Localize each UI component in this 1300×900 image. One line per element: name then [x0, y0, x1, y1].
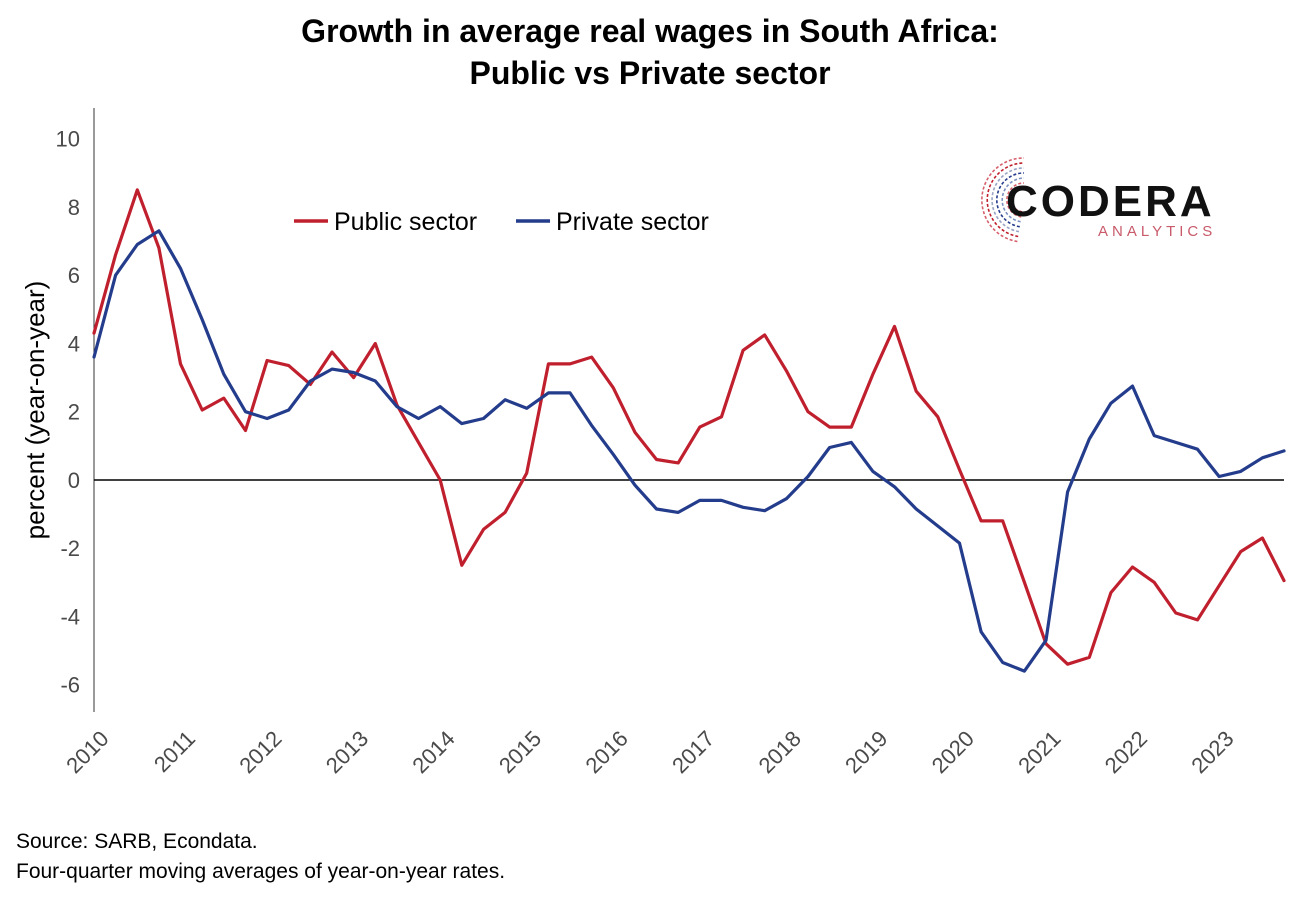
chart-title: Growth in average real wages in South Af… — [301, 13, 999, 91]
y-axis-label: percent (year-on-year) — [20, 281, 50, 540]
y-tick-label: 0 — [68, 468, 80, 493]
series-line-private — [92, 229, 1286, 673]
logo-arc — [1001, 177, 1025, 223]
logo-arc — [996, 172, 1025, 228]
x-tick-label: 2023 — [1186, 726, 1238, 778]
x-tick-label: 2010 — [61, 726, 113, 778]
y-tick-label: 6 — [68, 263, 80, 288]
series-line-public — [92, 188, 1286, 666]
legend-label: Private sector — [556, 208, 709, 236]
logo-tagline: ANALYTICS — [1098, 223, 1216, 240]
method-note: Four-quarter moving averages of year-on-… — [16, 860, 506, 883]
x-tick-label: 2015 — [494, 726, 546, 778]
x-tick-label: 2014 — [407, 726, 459, 778]
y-tick-label: -4 — [60, 604, 80, 629]
logo-name: CODERA — [1006, 177, 1215, 226]
y-tick-label: 2 — [68, 400, 80, 425]
chart-title-line-2: Public vs Private sector — [469, 55, 830, 91]
source-note: Source: SARB, Econdata. — [16, 830, 258, 853]
y-tick-label: -2 — [60, 536, 80, 561]
logo-arc — [981, 157, 1025, 243]
x-tick-label: 2017 — [667, 726, 719, 778]
legend-label: Public sector — [334, 208, 477, 236]
x-tick-label: 2013 — [321, 726, 373, 778]
x-tick-label: 2020 — [927, 726, 979, 778]
x-tick-label: 2018 — [754, 726, 806, 778]
y-tick-label: 8 — [68, 195, 80, 220]
y-tick-label: -6 — [60, 673, 80, 698]
x-tick-label: 2012 — [234, 726, 286, 778]
legend-item-public: Public sector — [294, 208, 477, 236]
x-tick-label: 2019 — [840, 726, 892, 778]
series-layer — [92, 188, 1286, 673]
logo-arc — [1010, 187, 1025, 213]
logo-arc — [1006, 182, 1025, 218]
legend-item-private: Private sector — [516, 208, 709, 236]
legend: Public sector Private sector — [294, 208, 709, 236]
y-tick-label: 4 — [68, 331, 80, 356]
x-tick-label: 2021 — [1013, 726, 1065, 778]
x-tick-label: 2022 — [1100, 726, 1152, 778]
chart-title-line-1: Growth in average real wages in South Af… — [301, 13, 999, 49]
x-tick-label: 2011 — [149, 726, 200, 777]
x-tick-label: 2016 — [581, 726, 633, 778]
y-tick-label: 10 — [56, 127, 80, 152]
logo-arc — [991, 167, 1025, 233]
